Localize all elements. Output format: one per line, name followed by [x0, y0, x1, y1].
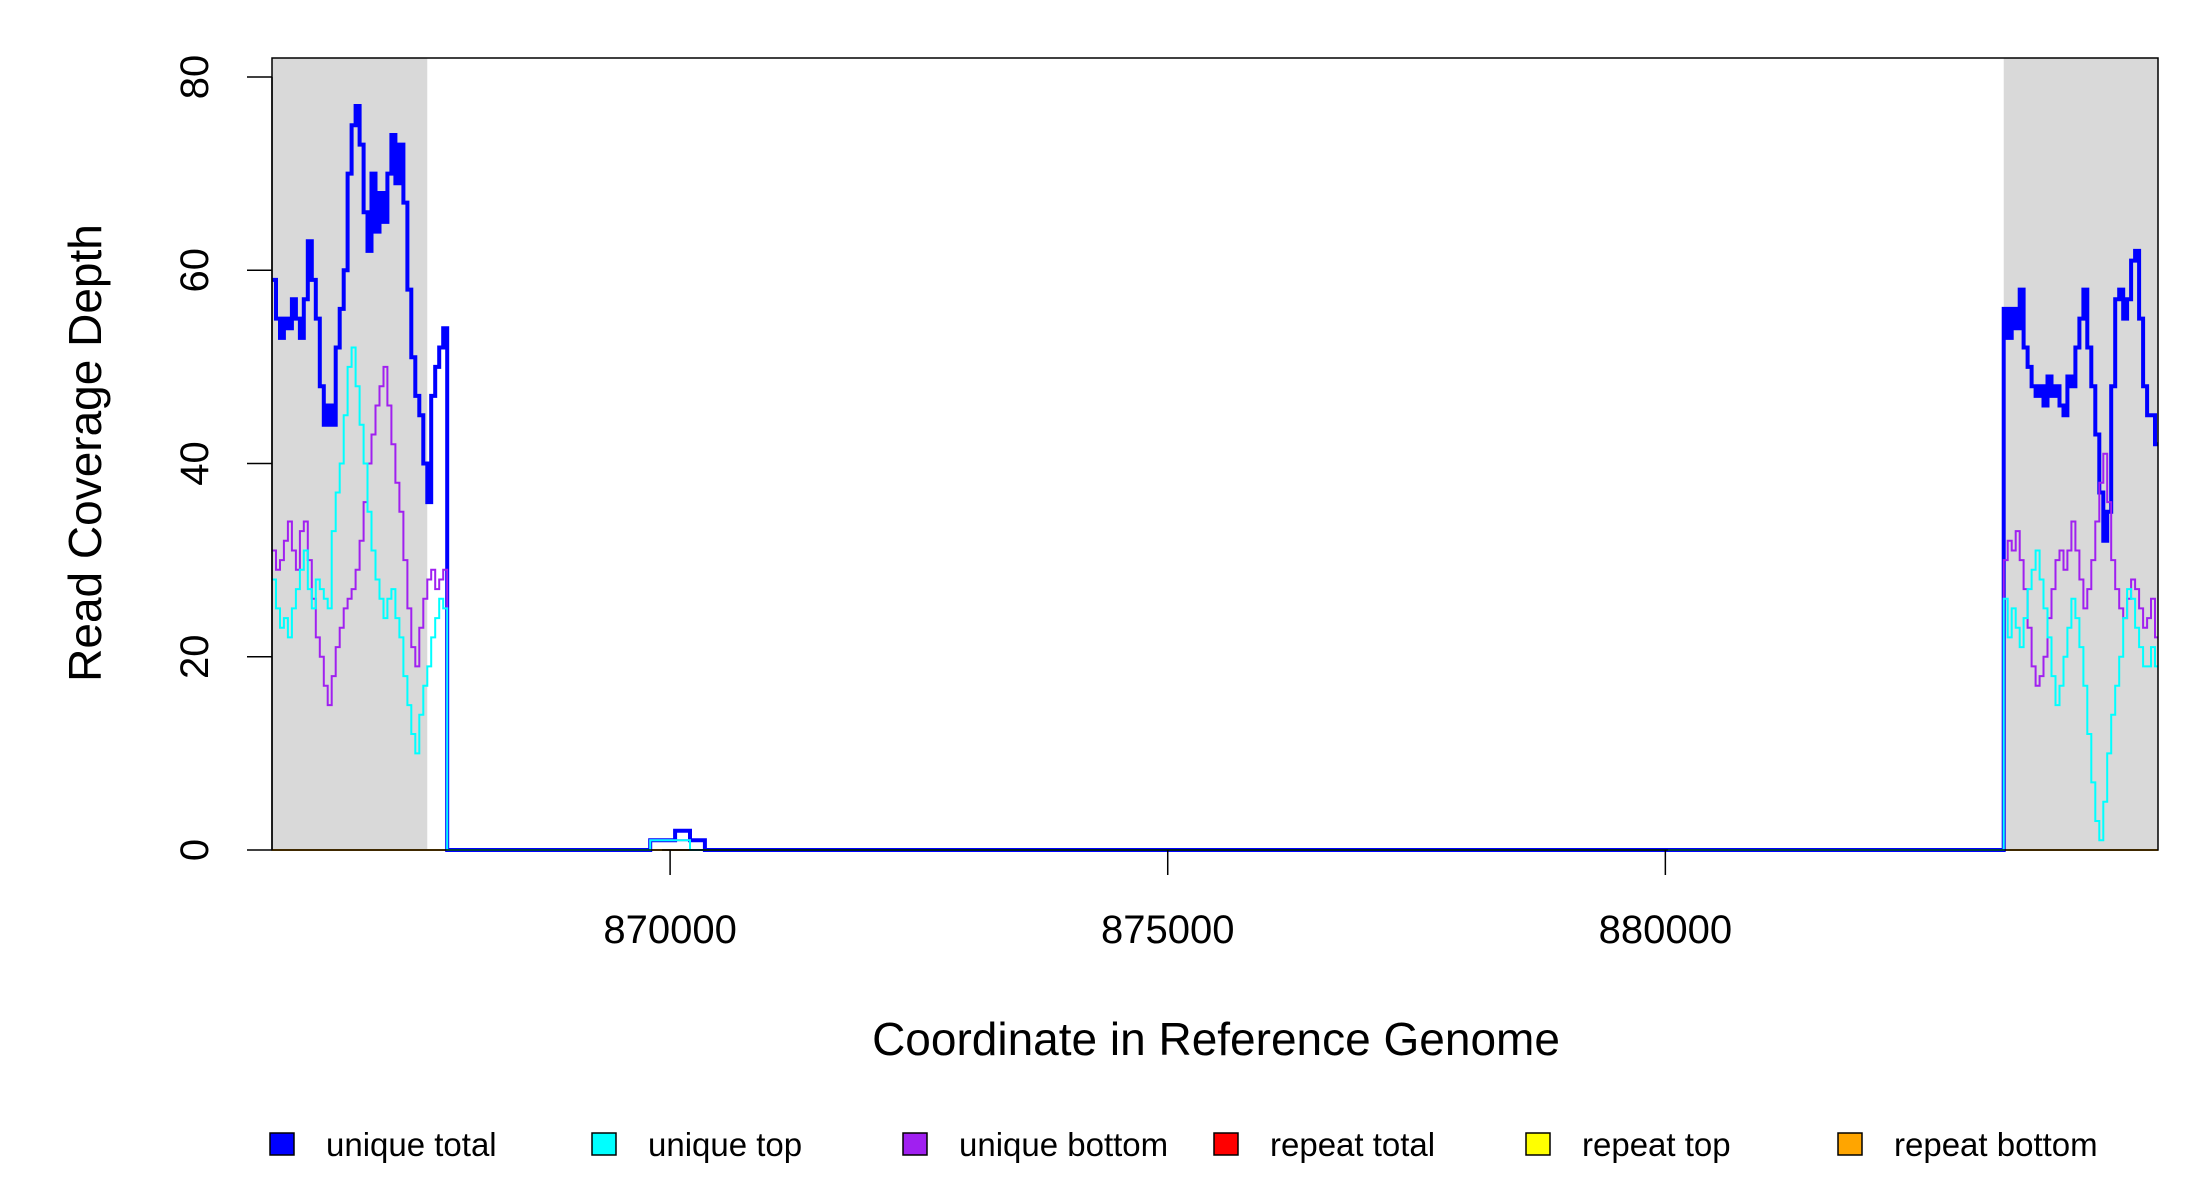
legend: unique total unique top unique bottom repea… — [269, 1126, 2098, 1163]
legend-swatch — [591, 1132, 617, 1156]
x-axis: 870000 875000 880000 — [603, 849, 1732, 952]
legend-label: repeat total — [1270, 1126, 1435, 1163]
shaded-region — [272, 58, 428, 850]
y-tick-label: 60 — [173, 248, 217, 293]
x-tick-label: 880000 — [1599, 908, 1732, 952]
y-axis: 0 20 40 60 80 — [173, 55, 273, 861]
x-tick-label: 870000 — [603, 908, 736, 952]
y-tick-label: 20 — [173, 635, 217, 680]
y-tick-label: 40 — [173, 441, 217, 486]
legend-label: unique total — [326, 1126, 497, 1163]
legend-item: unique bottom — [902, 1126, 1168, 1163]
legend-swatch — [1837, 1132, 1863, 1156]
x-tick-label: 875000 — [1101, 908, 1234, 952]
legend-item: unique total — [269, 1126, 497, 1163]
legend-label: repeat top — [1582, 1126, 1731, 1163]
legend-swatch — [1213, 1132, 1239, 1156]
legend-label: repeat bottom — [1894, 1126, 2098, 1163]
legend-label: unique bottom — [959, 1126, 1168, 1163]
y-tick-label: 80 — [173, 55, 217, 100]
series-line-unique-top — [272, 346, 2158, 851]
x-axis-title: Coordinate in Reference Genome — [872, 1013, 1560, 1065]
legend-item: repeat bottom — [1837, 1126, 2098, 1163]
y-tick-label: 0 — [173, 839, 217, 861]
plot-frame — [271, 57, 2159, 851]
series-lines — [272, 104, 2158, 852]
legend-item: repeat total — [1213, 1126, 1435, 1163]
legend-item: unique top — [591, 1126, 802, 1163]
shaded-regions — [272, 58, 2158, 850]
y-axis-title: Read Coverage Depth — [59, 224, 111, 682]
legend-item: repeat top — [1525, 1126, 1731, 1163]
legend-swatch — [269, 1132, 295, 1156]
legend-swatch — [902, 1132, 928, 1156]
shaded-region — [2003, 58, 2158, 850]
series-line-unique-bottom — [272, 365, 2158, 851]
legend-swatch — [1525, 1132, 1551, 1156]
series-line-unique-total — [272, 104, 2158, 852]
legend-label: unique top — [648, 1126, 802, 1163]
